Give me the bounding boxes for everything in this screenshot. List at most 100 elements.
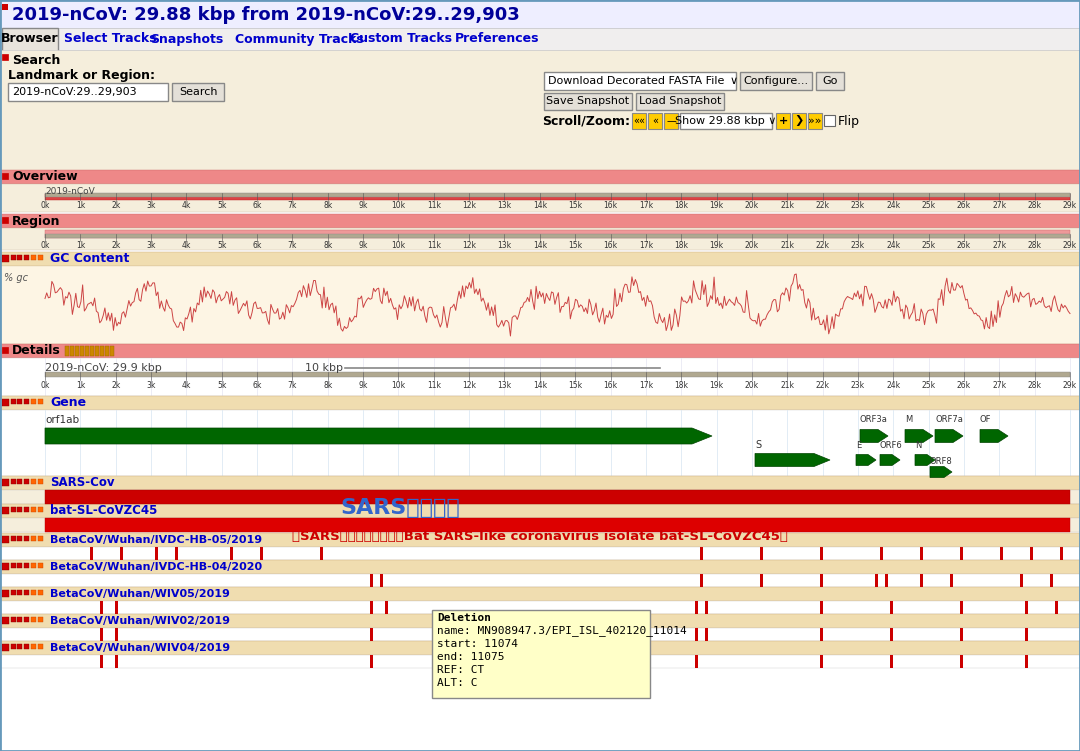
Bar	[0, 184, 1080, 212]
Text: ORF6: ORF6	[880, 442, 903, 451]
Bar	[680, 113, 772, 129]
Bar	[700, 547, 703, 560]
Text: ∨: ∨	[730, 76, 738, 86]
FancyArrow shape	[45, 428, 712, 444]
Text: 21k: 21k	[780, 240, 794, 249]
Bar	[11, 536, 16, 541]
Bar	[0, 518, 1080, 532]
Bar	[38, 590, 43, 595]
Bar	[17, 590, 22, 595]
Text: ORF7a: ORF7a	[935, 415, 963, 424]
Bar	[0, 28, 1080, 50]
Text: 27k: 27k	[993, 381, 1007, 390]
Bar	[24, 644, 29, 649]
Text: 2k: 2k	[111, 240, 120, 249]
Text: Landmark or Region:: Landmark or Region:	[8, 68, 156, 82]
Text: 13k: 13k	[498, 201, 512, 210]
Text: 28k: 28k	[1028, 381, 1041, 390]
Text: GC Content: GC Content	[50, 252, 130, 266]
Bar	[0, 410, 1080, 476]
Bar	[65, 346, 69, 356]
Text: 2019-nCoV: 2019-nCoV	[45, 186, 95, 195]
Text: Search: Search	[12, 53, 60, 67]
Bar	[1030, 547, 1032, 560]
Text: 17k: 17k	[638, 240, 653, 249]
Text: 24k: 24k	[887, 381, 901, 390]
Text: 18k: 18k	[674, 240, 688, 249]
Text: 14k: 14k	[532, 381, 546, 390]
Bar	[0, 0, 1080, 28]
Text: Preferences: Preferences	[455, 32, 540, 46]
Text: Save Snapshot: Save Snapshot	[546, 96, 630, 106]
Bar	[105, 346, 109, 356]
Bar	[432, 610, 650, 698]
Bar	[320, 547, 323, 560]
Bar	[114, 655, 118, 668]
Bar	[11, 255, 16, 260]
FancyArrow shape	[905, 430, 933, 442]
Text: 17k: 17k	[638, 381, 653, 390]
Bar	[31, 255, 36, 260]
Text: 14k: 14k	[532, 240, 546, 249]
Text: Region: Region	[12, 215, 60, 228]
Bar	[2, 617, 9, 624]
Bar	[2, 173, 8, 179]
Text: Search: Search	[179, 87, 217, 97]
Bar	[24, 255, 29, 260]
Bar	[11, 563, 16, 568]
Bar	[960, 547, 963, 560]
FancyArrow shape	[930, 466, 951, 478]
Bar	[2, 536, 9, 543]
Bar	[380, 574, 383, 587]
Bar	[920, 574, 923, 587]
Bar	[2, 217, 8, 223]
Bar	[17, 563, 22, 568]
Text: BetaCoV/Wuhan/WIV05/2019: BetaCoV/Wuhan/WIV05/2019	[50, 589, 230, 599]
Bar	[705, 628, 708, 641]
Bar	[0, 587, 1080, 601]
Bar	[370, 601, 373, 614]
Text: ❯: ❯	[794, 116, 804, 126]
Bar	[2, 644, 9, 651]
Bar	[17, 507, 22, 512]
Bar	[38, 563, 43, 568]
Bar	[45, 193, 1070, 197]
Bar	[648, 113, 662, 129]
Text: BetaCoV/Wuhan/IVDC-HB-04/2020: BetaCoV/Wuhan/IVDC-HB-04/2020	[50, 562, 262, 572]
Bar	[90, 547, 93, 560]
Bar	[696, 601, 698, 614]
Text: Community Tracks: Community Tracks	[235, 32, 364, 46]
Text: % gc: % gc	[4, 273, 28, 283]
Bar	[31, 479, 36, 484]
Text: Snapshots: Snapshots	[150, 32, 224, 46]
Bar	[31, 590, 36, 595]
Text: +: +	[779, 116, 787, 126]
Bar	[632, 113, 646, 129]
Text: 2019-nCoV: 29.9 kbp: 2019-nCoV: 29.9 kbp	[45, 363, 162, 373]
Bar	[100, 655, 103, 668]
Bar	[17, 644, 22, 649]
Text: 0k: 0k	[40, 201, 50, 210]
Text: »»: »»	[808, 116, 822, 126]
Bar	[85, 346, 89, 356]
Bar	[0, 614, 1080, 628]
Text: 15k: 15k	[568, 240, 582, 249]
Text: Go: Go	[822, 76, 838, 86]
Bar	[38, 399, 43, 404]
Text: S: S	[755, 440, 761, 450]
Bar	[2, 255, 9, 262]
Text: 25k: 25k	[921, 240, 935, 249]
Bar	[824, 115, 835, 126]
FancyArrow shape	[915, 454, 935, 466]
Bar	[544, 72, 735, 90]
Bar	[777, 113, 789, 129]
Text: 18k: 18k	[674, 201, 688, 210]
Bar	[0, 252, 1080, 266]
Text: 6k: 6k	[253, 381, 261, 390]
Bar	[110, 346, 114, 356]
Bar	[1025, 628, 1028, 641]
Bar	[11, 590, 16, 595]
Bar	[31, 563, 36, 568]
Bar	[0, 358, 1080, 396]
Bar	[156, 547, 158, 560]
